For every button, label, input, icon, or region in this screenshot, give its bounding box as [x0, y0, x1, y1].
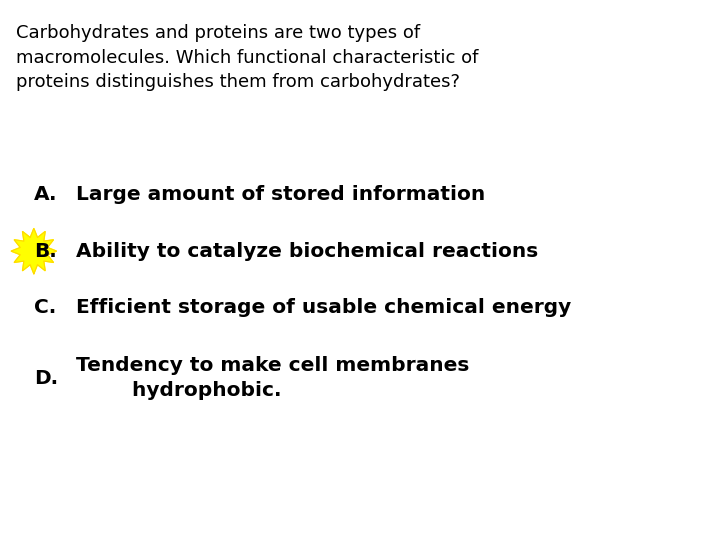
- Text: Ability to catalyze biochemical reactions: Ability to catalyze biochemical reaction…: [76, 241, 538, 261]
- Text: D.: D.: [34, 368, 58, 388]
- Polygon shape: [12, 228, 57, 274]
- Text: Tendency to make cell membranes
        hydrophobic.: Tendency to make cell membranes hydropho…: [76, 356, 469, 400]
- Text: Large amount of stored information: Large amount of stored information: [76, 185, 485, 204]
- Text: B.: B.: [34, 241, 57, 261]
- Text: A.: A.: [34, 185, 58, 204]
- Text: C.: C.: [34, 298, 56, 318]
- Text: Carbohydrates and proteins are two types of
macromolecules. Which functional cha: Carbohydrates and proteins are two types…: [16, 24, 478, 91]
- Text: Efficient storage of usable chemical energy: Efficient storage of usable chemical ene…: [76, 298, 571, 318]
